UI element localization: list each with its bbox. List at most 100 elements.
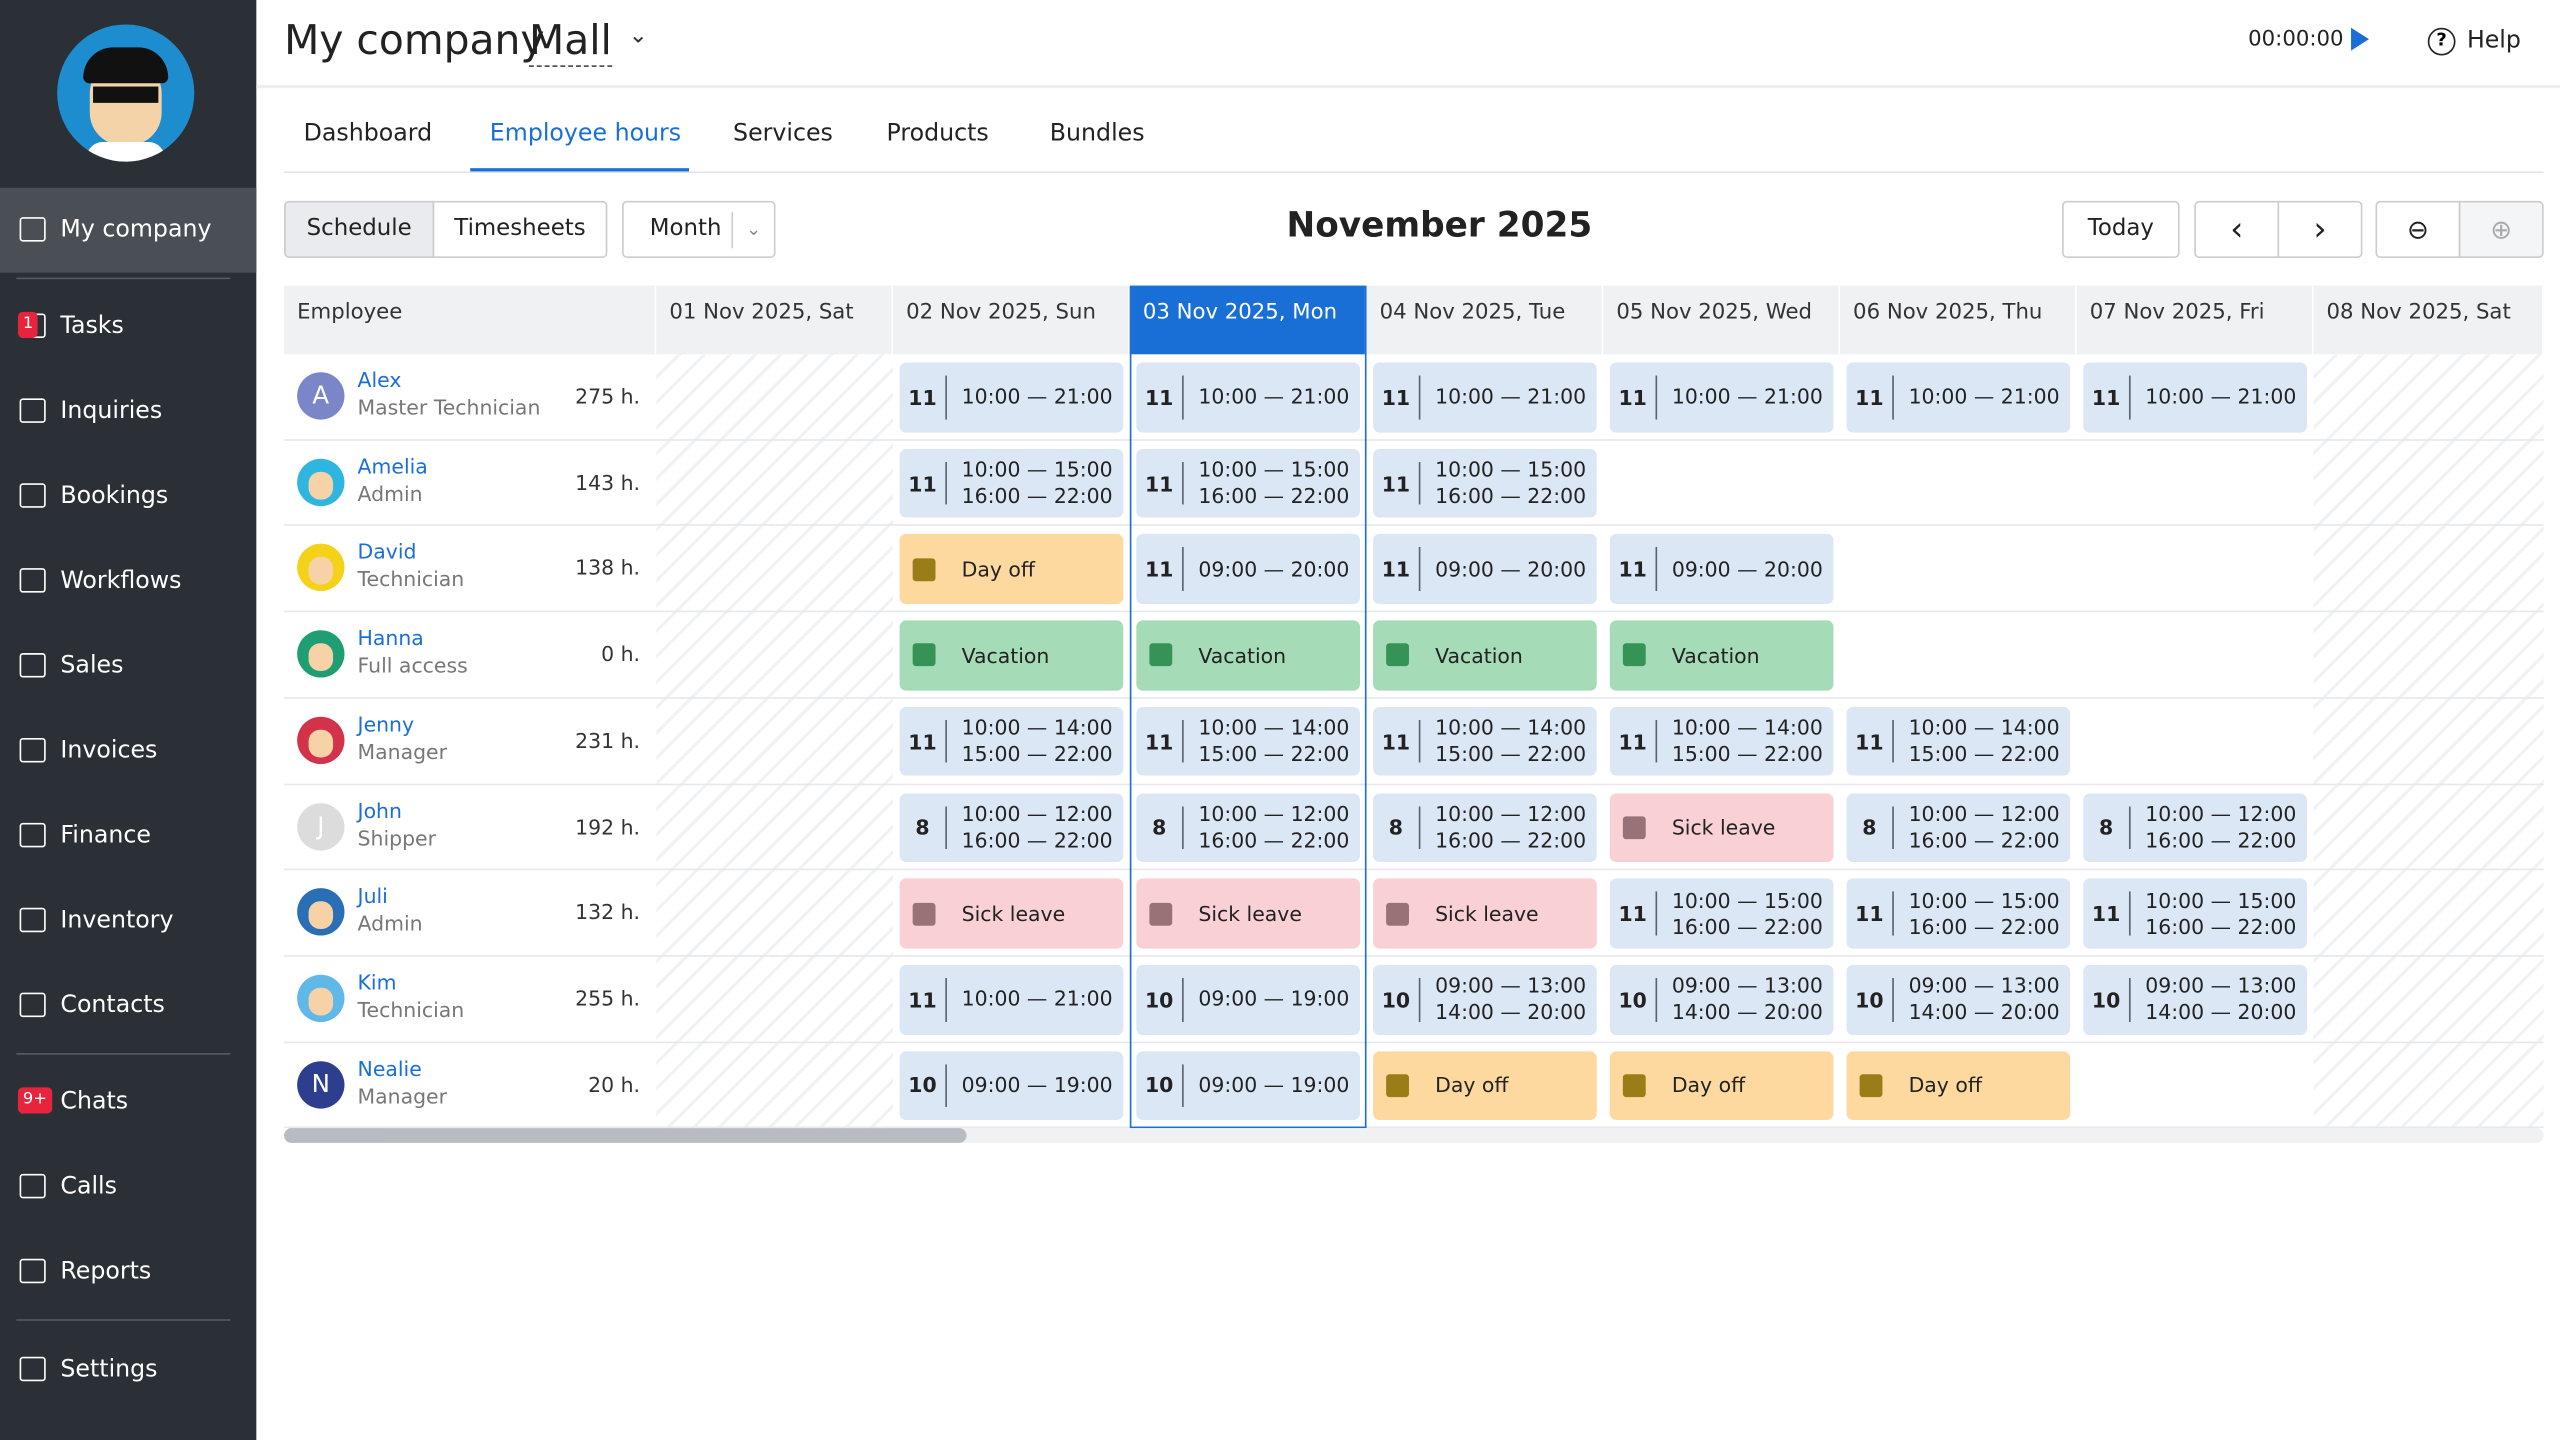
shift-card[interactable]: 11 10:00 — 21:00 — [1846, 362, 2071, 433]
menu-item[interactable]: Inventory — [0, 885, 256, 957]
shift-divider — [1182, 719, 1184, 764]
prev-button[interactable]: ‹ — [2194, 200, 2280, 258]
shift-card[interactable]: 8 10:00 — 12:00 16:00 — 22:00 — [1846, 792, 2071, 863]
employee-name[interactable]: David — [357, 539, 417, 564]
menu-item[interactable]: Sales — [0, 630, 256, 702]
menu-item[interactable]: Calls — [0, 1151, 256, 1223]
shift-card[interactable]: 11 10:00 — 15:00 16:00 — 22:00 — [1846, 878, 2071, 949]
absence-card[interactable]: Vacation — [1609, 620, 1834, 691]
shift-card[interactable]: 11 10:00 — 21:00 — [1609, 362, 1834, 433]
shift-card[interactable]: 11 10:00 — 15:00 16:00 — 22:00 — [1609, 878, 1834, 949]
absence-icon — [1386, 643, 1409, 667]
shift-times: 09:00 — 20:00 — [1672, 535, 1823, 605]
menu-item[interactable]: My company — [0, 187, 257, 273]
tab[interactable]: Products — [886, 120, 989, 147]
absence-card[interactable]: Day off — [1373, 1050, 1597, 1121]
shift-times: 10:00 — 12:00 16:00 — 22:00 — [1435, 793, 1586, 863]
employee-name[interactable]: Nealie — [357, 1055, 422, 1081]
shift-hours: 10 — [1855, 987, 1884, 1012]
absence-card[interactable]: Sick leave — [899, 878, 1124, 949]
employee-name[interactable]: Jenny — [357, 711, 415, 736]
shift-card[interactable]: 11 10:00 — 14:00 15:00 — 22:00 — [899, 706, 1124, 777]
zoom-in-button[interactable]: ⊕ — [2458, 200, 2544, 258]
shift-card[interactable]: 11 10:00 — 15:00 16:00 — 22:00 — [2083, 878, 2307, 949]
store-dropdown[interactable]: ⌄ — [628, 22, 648, 49]
shift-card[interactable]: 11 10:00 — 14:00 15:00 — 22:00 — [1609, 706, 1834, 777]
absence-card[interactable]: Vacation — [1136, 620, 1360, 691]
next-button[interactable]: › — [2277, 200, 2363, 258]
help-icon[interactable]: ? — [2427, 27, 2456, 56]
shift-time: 15:00 — 22:00 — [961, 741, 1113, 766]
menu-item[interactable]: Inquiries — [0, 376, 256, 448]
zoom-out-button[interactable]: ⊖ — [2375, 200, 2461, 258]
absence-card[interactable]: Day off — [899, 534, 1124, 605]
menu-item[interactable]: Reports — [0, 1236, 256, 1308]
timesheets-button[interactable]: Timesheets — [432, 200, 608, 258]
menu-item[interactable]: Invoices — [0, 715, 256, 787]
employee-name[interactable]: Kim — [357, 969, 397, 995]
shift-card[interactable]: 11 10:00 — 15:00 16:00 — 22:00 — [1136, 448, 1360, 519]
scroll-thumb[interactable] — [284, 1128, 967, 1143]
employee-name[interactable]: Alex — [357, 367, 402, 392]
shift-card[interactable]: 10 09:00 — 19:00 — [1136, 1050, 1360, 1121]
employee-name[interactable]: Hanna — [357, 625, 424, 650]
user-avatar[interactable] — [57, 24, 195, 162]
absence-card[interactable]: Vacation — [1373, 620, 1597, 691]
help-link[interactable]: Help — [2466, 27, 2521, 54]
shift-card[interactable]: 8 10:00 — 12:00 16:00 — 22:00 — [899, 792, 1124, 863]
shift-card[interactable]: 10 09:00 — 19:00 — [1136, 964, 1360, 1035]
shift-card[interactable]: 11 10:00 — 21:00 — [1136, 362, 1360, 433]
tab[interactable]: Services — [733, 120, 833, 147]
shift-card[interactable]: 11 09:00 — 20:00 — [1373, 534, 1597, 605]
shift-card[interactable]: 10 09:00 — 13:00 14:00 — 20:00 — [1373, 964, 1597, 1035]
shift-card[interactable]: 11 10:00 — 21:00 — [899, 362, 1124, 433]
absence-card[interactable]: Sick leave — [1136, 878, 1360, 949]
tab[interactable]: Employee hours — [489, 120, 682, 147]
shift-card[interactable]: 10 09:00 — 13:00 14:00 — 20:00 — [2083, 964, 2307, 1035]
tab[interactable]: Bundles — [1049, 120, 1145, 147]
schedule-button[interactable]: Schedule — [284, 200, 435, 258]
shift-time: 15:00 — 22:00 — [1671, 741, 1823, 766]
shift-card[interactable]: 8 10:00 — 12:00 16:00 — 22:00 — [1373, 792, 1597, 863]
menu-item[interactable]: Bookings — [0, 460, 256, 532]
shift-time: 10:00 — 14:00 — [1908, 715, 2060, 740]
shift-card[interactable]: 11 10:00 — 14:00 15:00 — 22:00 — [1373, 706, 1597, 777]
shift-card[interactable]: 11 09:00 — 20:00 — [1136, 534, 1360, 605]
shift-card[interactable]: 8 10:00 — 12:00 16:00 — 22:00 — [1136, 792, 1360, 863]
shift-card[interactable]: 11 10:00 — 21:00 — [1373, 362, 1597, 433]
shift-card[interactable]: 11 10:00 — 14:00 15:00 — 22:00 — [1136, 706, 1360, 777]
menu-item[interactable]: Finance — [0, 800, 256, 872]
menu-item[interactable]: Settings — [0, 1334, 256, 1406]
absence-card[interactable]: Vacation — [899, 620, 1124, 691]
employee-name[interactable]: Amelia — [357, 453, 428, 478]
shift-card[interactable]: 11 10:00 — 21:00 — [2083, 362, 2307, 433]
employee-name[interactable]: Juli — [357, 883, 388, 909]
employee-avatar — [297, 974, 345, 1022]
today-button[interactable]: Today — [2062, 200, 2180, 258]
absence-card[interactable]: Sick leave — [1609, 792, 1834, 863]
period-select[interactable]: Month ⌄ — [622, 200, 776, 258]
row-divider — [284, 1040, 2544, 1043]
menu-item[interactable]: Workflows — [0, 545, 256, 617]
shift-card[interactable]: 10 09:00 — 13:00 14:00 — 20:00 — [1846, 964, 2071, 1035]
shift-time: 09:00 — 19:00 — [961, 1072, 1113, 1098]
menu-item[interactable]: Tasks 1 — [0, 291, 256, 363]
shift-card[interactable]: 10 09:00 — 13:00 14:00 — 20:00 — [1609, 964, 1834, 1035]
shift-card[interactable]: 11 10:00 — 14:00 15:00 — 22:00 — [1846, 706, 2071, 777]
absence-card[interactable]: Sick leave — [1373, 878, 1597, 949]
timer-play[interactable] — [2351, 27, 2369, 51]
shift-card[interactable]: 11 09:00 — 20:00 — [1609, 534, 1834, 605]
shift-card[interactable]: 11 10:00 — 15:00 16:00 — 22:00 — [899, 448, 1124, 519]
shift-card[interactable]: 8 10:00 — 12:00 16:00 — 22:00 — [2083, 792, 2307, 863]
absence-card[interactable]: Day off — [1846, 1050, 2071, 1121]
store-select[interactable]: Mall — [528, 16, 612, 67]
shift-card[interactable]: 11 10:00 — 15:00 16:00 — 22:00 — [1373, 448, 1597, 519]
shift-card[interactable]: 11 10:00 — 21:00 — [899, 964, 1124, 1035]
tab[interactable]: Dashboard — [303, 120, 433, 147]
absence-card[interactable]: Day off — [1609, 1050, 1834, 1121]
shift-card[interactable]: 10 09:00 — 19:00 — [899, 1050, 1124, 1121]
menu-icon — [19, 483, 46, 508]
employee-name[interactable]: John — [357, 797, 402, 823]
menu-item[interactable]: Contacts — [0, 970, 256, 1042]
menu-item[interactable]: Chats 9+ — [0, 1066, 256, 1138]
